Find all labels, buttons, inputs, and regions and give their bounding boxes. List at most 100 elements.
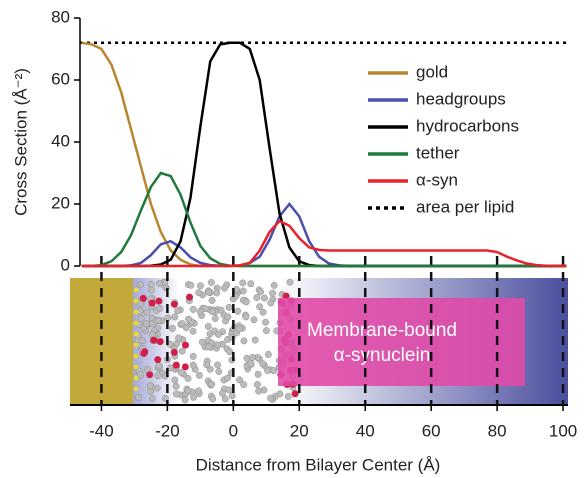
y-tick-label: 40 (51, 131, 70, 150)
atom (140, 349, 148, 357)
atom (286, 278, 294, 286)
atom (142, 320, 150, 327)
atom (240, 337, 248, 345)
atom (189, 361, 197, 369)
atom (194, 387, 202, 395)
atom (171, 376, 179, 384)
atom (133, 331, 139, 337)
atom (207, 278, 215, 286)
atom (270, 367, 278, 375)
atom (133, 320, 139, 326)
atom (250, 316, 258, 324)
atom (221, 395, 229, 403)
y-tick-label: 20 (51, 193, 70, 212)
atom (221, 284, 228, 292)
atom (259, 308, 267, 316)
atom (189, 327, 197, 335)
atom (215, 368, 223, 375)
atom (173, 390, 180, 398)
atom (137, 315, 145, 323)
atom (259, 360, 267, 368)
atom (196, 308, 204, 315)
atom (139, 337, 147, 345)
atom (236, 376, 244, 384)
atom (217, 306, 225, 314)
x-tick-label: 100 (549, 421, 577, 440)
atom (146, 371, 154, 379)
atom (203, 361, 211, 369)
atom (209, 395, 217, 403)
legend-label: area per lipid (416, 197, 514, 216)
atom (256, 303, 264, 311)
series-line (81, 219, 567, 268)
atom (206, 365, 214, 373)
x-tick-label: 60 (422, 421, 441, 440)
atom (213, 289, 221, 297)
x-tick-label: -40 (89, 421, 114, 440)
atom (205, 343, 213, 351)
annotation: Membrane-bound (307, 320, 457, 341)
atom (262, 327, 270, 335)
atom (247, 360, 255, 368)
atom (223, 374, 231, 382)
atom (186, 293, 194, 301)
atom (226, 348, 234, 356)
atom (175, 334, 183, 342)
atom (168, 324, 176, 332)
x-tick-label: -20 (155, 421, 180, 440)
atom (184, 387, 192, 395)
atom (161, 394, 169, 402)
atom (234, 307, 242, 315)
atom (148, 299, 156, 307)
atom (291, 390, 299, 398)
atom (247, 280, 255, 288)
atom (133, 298, 139, 304)
atom (224, 313, 232, 321)
atom (189, 305, 197, 313)
atom (282, 292, 290, 300)
atom (190, 393, 197, 401)
atom (171, 313, 179, 321)
atom (254, 370, 262, 378)
atom (177, 369, 185, 376)
atom (235, 325, 243, 333)
series-line (81, 41, 567, 268)
x-tick-label: 80 (488, 421, 507, 440)
atom (269, 289, 277, 297)
atom (267, 394, 275, 402)
atom (135, 394, 143, 401)
atom (139, 294, 147, 302)
atom (284, 392, 292, 400)
atom (228, 392, 236, 400)
atom (214, 361, 222, 369)
atom (148, 395, 156, 403)
atom (243, 354, 251, 362)
atom (242, 298, 250, 306)
atom (219, 389, 226, 397)
atom (155, 297, 163, 305)
atom (155, 362, 163, 370)
atom (155, 280, 163, 287)
atom (174, 307, 182, 315)
legend-label: headgroups (416, 89, 506, 108)
atom (208, 380, 216, 388)
atom (205, 288, 213, 296)
x-tick-label: 20 (290, 421, 309, 440)
atom (133, 309, 139, 315)
atom (133, 386, 139, 392)
atom (225, 386, 233, 394)
atom (143, 308, 151, 316)
atom (270, 281, 278, 289)
atom (133, 342, 139, 348)
atom (264, 367, 272, 374)
series-line (81, 171, 567, 268)
atom (195, 289, 203, 297)
atom (182, 324, 190, 332)
atom (267, 299, 275, 307)
legend-label: α-syn (416, 170, 458, 189)
atom (257, 288, 264, 296)
atom (253, 381, 261, 388)
atom (155, 316, 163, 324)
y-axis-label: Cross Section (Å⁻²) (11, 68, 30, 216)
